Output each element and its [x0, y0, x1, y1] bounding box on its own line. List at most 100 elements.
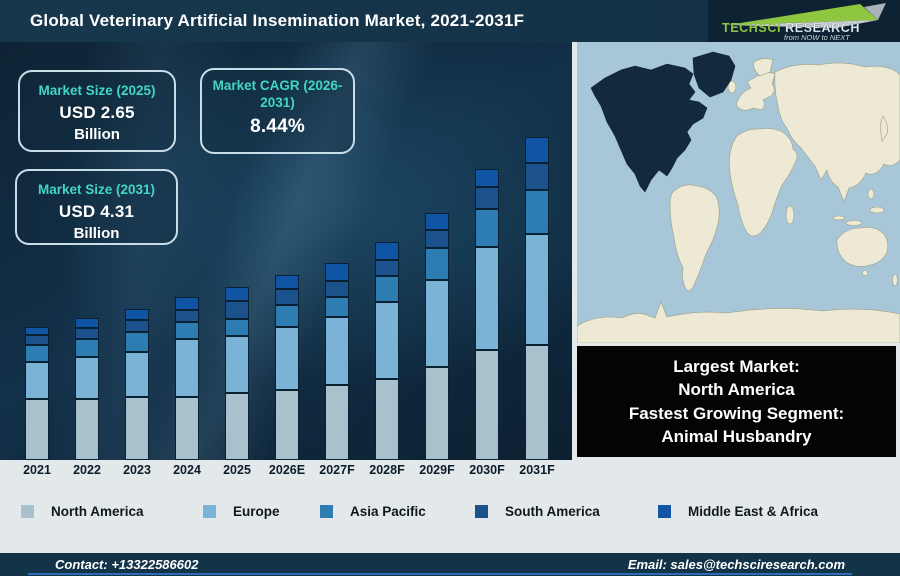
bar-segment-middle-east-africa — [425, 213, 449, 230]
continent-australia — [836, 226, 889, 267]
region-new-zealand — [892, 273, 898, 287]
bar-2022 — [75, 318, 99, 460]
region-indonesia-1 — [832, 215, 846, 221]
bar-segment-asia-pacific — [425, 248, 449, 280]
bar-2029f — [425, 213, 449, 460]
bar-segment-north-america — [25, 399, 49, 460]
bar-segment-north-america — [425, 367, 449, 460]
x-axis-label-2028f: 2028F — [369, 463, 405, 477]
bar-segment-middle-east-africa — [225, 287, 249, 301]
footer-contact: Contact: +13322586602 — [55, 557, 199, 572]
bar-segment-europe — [475, 247, 499, 350]
region-british-isles — [727, 80, 737, 94]
bar-segment-middle-east-africa — [175, 297, 199, 310]
bar-segment-middle-east-africa — [275, 275, 299, 289]
stat-label: Market Size (2031) — [37, 182, 156, 197]
bar-segment-south-america — [275, 289, 299, 305]
header-bar: Global Veterinary Artificial Inseminatio… — [0, 0, 900, 42]
x-axis-label-2029f: 2029F — [419, 463, 455, 477]
callout-line: Animal Husbandry — [661, 427, 812, 446]
x-axis-label-2030f: 2030F — [469, 463, 505, 477]
bar-segment-north-america — [525, 345, 549, 460]
continent-europe — [736, 72, 776, 111]
bottom-strip: 2021 2022 2023 2024 2025 2026E 2027F 2028F 2029F… — [0, 460, 900, 553]
legend-label-north-america: North America — [51, 504, 144, 519]
legend-swatch-europe — [203, 505, 216, 518]
bar-segment-north-america — [375, 379, 399, 460]
bar-segment-middle-east-africa — [75, 318, 99, 328]
bar-2026e — [275, 275, 299, 460]
logo-arrow-green — [728, 4, 878, 25]
bar-segment-south-america — [325, 281, 349, 297]
bar-segment-asia-pacific — [225, 319, 249, 336]
bar-2021 — [25, 327, 49, 460]
chart-legend: North America Europe Asia Pacific South Ame… — [0, 460, 900, 553]
bar-segment-europe — [225, 336, 249, 393]
x-axis-label-2023: 2023 — [123, 463, 151, 477]
continent-north-america-highlight — [590, 63, 708, 193]
continent-asia — [774, 62, 900, 203]
bar-segment-south-america — [125, 320, 149, 332]
bar-segment-europe — [425, 280, 449, 367]
logo-tagline: from NOW to NEXT — [784, 33, 851, 41]
region-greenland-highlight — [692, 51, 736, 98]
bar-segment-south-america — [475, 187, 499, 209]
continent-south-america — [669, 184, 720, 292]
bar-segment-europe — [25, 362, 49, 399]
bar-segment-north-america — [275, 390, 299, 460]
stat-unit: Billion — [73, 225, 120, 242]
bar-segment-north-america — [325, 385, 349, 460]
legend-label-asia-pacific: Asia Pacific — [350, 504, 426, 519]
region-scandinavia — [753, 58, 774, 77]
stat-box-market-size-2031: Market Size (2031) USD 4.31 Billion — [15, 169, 178, 245]
x-axis-label-2027f: 2027F — [319, 463, 355, 477]
bar-segment-asia-pacific — [25, 345, 49, 362]
bar-2023 — [125, 309, 149, 460]
bar-segment-north-america — [125, 397, 149, 460]
bar-2028f — [375, 242, 399, 460]
bar-segment-north-america — [75, 399, 99, 460]
chart-panel: Market Size (2025) USD 2.65 Billion Mark… — [0, 42, 572, 460]
footer-accent-line — [28, 573, 852, 575]
continent-africa — [729, 128, 798, 237]
logo-arrow-silver — [728, 20, 878, 28]
bar-segment-south-america — [425, 230, 449, 248]
techsci-logo: TECHSCI RESEARCH from NOW to NEXT — [708, 0, 900, 42]
legend-swatch-asia-pacific — [320, 505, 333, 518]
logo-brand-primary: TECHSCI — [722, 21, 781, 35]
bar-segment-europe — [375, 302, 399, 379]
region-indonesia-2 — [845, 220, 863, 226]
bar-segment-north-america — [475, 350, 499, 460]
stat-value: USD 4.31 — [58, 202, 135, 221]
x-axis-label-2024: 2024 — [173, 463, 201, 477]
x-axis-label-2021: 2021 — [23, 463, 51, 477]
bar-2027f — [325, 263, 349, 460]
bar-2024 — [175, 297, 199, 460]
stat-box-market-cagr: Market CAGR (2026-2031) 8.44% — [200, 68, 355, 154]
bar-segment-south-america — [225, 301, 249, 319]
bar-segment-europe — [125, 352, 149, 397]
bar-segment-south-america — [75, 328, 99, 339]
page-title: Global Veterinary Artificial Inseminatio… — [30, 11, 525, 30]
footer-email: Email: sales@techsciresearch.com — [627, 557, 845, 572]
bar-segment-middle-east-africa — [25, 327, 49, 335]
x-axis-label-2022: 2022 — [73, 463, 101, 477]
legend-label-south-america: South America — [505, 504, 600, 519]
bar-segment-asia-pacific — [275, 305, 299, 327]
bar-segment-europe — [325, 317, 349, 385]
bar-segment-asia-pacific — [125, 332, 149, 352]
x-axis-label-2026e: 2026E — [268, 463, 306, 477]
bar-segment-middle-east-africa — [375, 242, 399, 260]
region-japan — [880, 115, 888, 142]
bar-segment-europe — [175, 339, 199, 397]
x-axis-label-2031f: 2031F — [519, 463, 555, 477]
bar-segment-middle-east-africa — [525, 137, 549, 163]
techsci-logo-graphic: TECHSCI RESEARCH from NOW to NEXT — [722, 3, 886, 41]
bar-segment-north-america — [175, 397, 199, 460]
stacked-bar-chart — [0, 42, 572, 460]
legend-swatch-south-america — [475, 505, 488, 518]
bar-segment-europe — [75, 357, 99, 399]
logo-arrow-tip — [864, 3, 886, 20]
bar-segment-asia-pacific — [175, 322, 199, 339]
